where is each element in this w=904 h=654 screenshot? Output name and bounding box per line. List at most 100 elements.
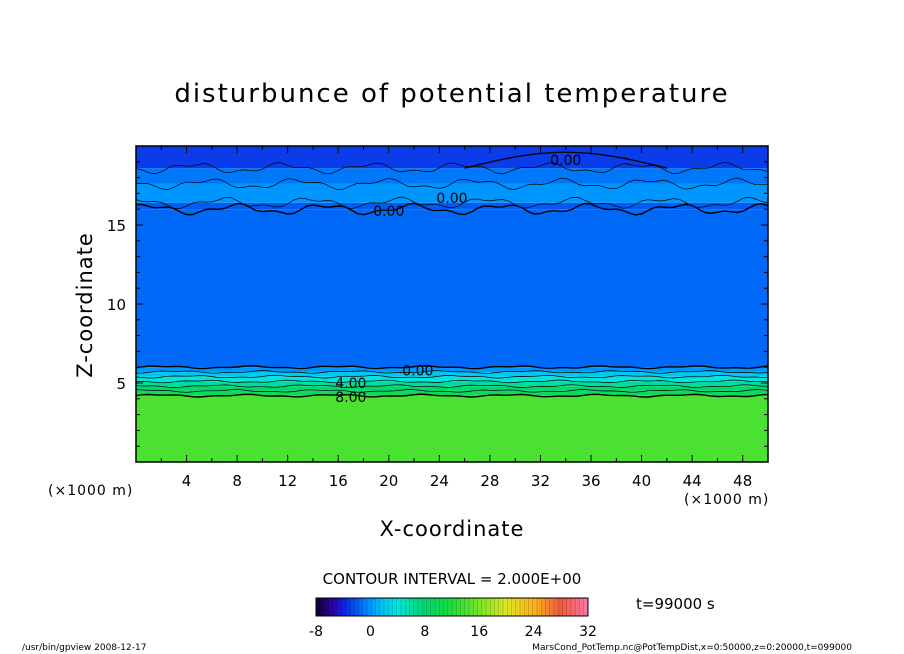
- contour-arch: [464, 151, 668, 169]
- colorbar-cell-8: [350, 598, 355, 616]
- x-axis-ticks: 4 8 12 16 20 24 28 32 36 40 44 48: [160, 146, 769, 490]
- colorbar-cell-59: [566, 598, 572, 616]
- x-axis-label: X-coordinate: [380, 517, 525, 541]
- colorbar-cell-7: [345, 598, 351, 616]
- colorbar-cell-13: [371, 598, 376, 616]
- x-unit-left: (×1000 m): [48, 483, 133, 499]
- colorbar-cell-32: [452, 598, 457, 616]
- heatmap-layer-3: [136, 381, 768, 387]
- colorbar-cell-15: [379, 598, 385, 616]
- colorbar-cell-31: [447, 598, 453, 616]
- colorbar-cell-2: [324, 598, 330, 616]
- colorbar-ticks: -8 0 8 16 24 32: [309, 624, 597, 640]
- colorbar-cell-57: [558, 598, 563, 616]
- x-tick-label-11: 48: [733, 472, 752, 490]
- colorbar-cell-52: [537, 598, 542, 616]
- heatmap-layer-1: [136, 390, 768, 396]
- colorbar-cell-26: [426, 598, 432, 616]
- colorbar-cell-38: [477, 598, 483, 616]
- colorbar-tick-label-5: 32: [579, 624, 597, 640]
- contour-line-0: [136, 393, 768, 398]
- heatmap-layer-6: [136, 367, 768, 372]
- colorbar-cell-37: [473, 598, 478, 616]
- heatmap-layer-10: [136, 168, 768, 184]
- heatmap-layer-5: [136, 371, 768, 377]
- colorbar-cell-18: [392, 598, 398, 616]
- colorbar-cell-6: [341, 598, 347, 616]
- colorbar-cell-49: [524, 598, 529, 616]
- colorbar-cell-16: [384, 598, 389, 616]
- colorbar-cell-0: [316, 598, 321, 616]
- contour-line-10: [136, 161, 768, 175]
- colorbar-cell-45: [507, 598, 512, 616]
- colorbar-cell-41: [490, 598, 495, 616]
- colorbar-cell-48: [520, 598, 525, 616]
- colorbar-tick-label-0: -8: [309, 624, 323, 640]
- contour-labels: 0.00 0.00 0.00 0.00 4.008.00: [335, 153, 581, 406]
- footer-left: /usr/bin/gpview 2008-12-17: [22, 643, 146, 653]
- colorbar-tick-label-2: 8: [420, 624, 429, 640]
- colorbar-cell-27: [430, 598, 436, 616]
- colorbar-strip: [315, 598, 589, 616]
- colorbar-cell-12: [367, 598, 372, 616]
- x-tick-label-3: 16: [329, 472, 348, 490]
- y-axis-label: Z-coordinate: [73, 232, 97, 378]
- contour-line-7: [136, 202, 768, 216]
- contour-line-8: [136, 196, 768, 210]
- contour-line-4: [136, 374, 768, 379]
- colorbar-cell-5: [337, 598, 342, 616]
- colorbar-cell-55: [549, 598, 555, 616]
- colorbar-cell-35: [464, 598, 470, 616]
- heatmap-layer-2: [136, 386, 768, 391]
- colorbar-cell-44: [503, 598, 508, 616]
- colorbar-cell-19: [396, 598, 402, 616]
- colorbar-cell-24: [418, 598, 423, 616]
- colorbar-cell-42: [494, 598, 500, 616]
- colorbar-cell-54: [545, 598, 551, 616]
- contour-label-0: 0.00: [550, 153, 581, 169]
- heatmap-layer-7: [136, 209, 768, 368]
- y-tick-label-0: 5: [116, 375, 126, 393]
- heatmap-layer-11: [136, 146, 768, 169]
- x-tick-label-10: 44: [683, 472, 702, 490]
- colorbar-cell-61: [575, 598, 580, 616]
- heatmap-layer-8: [136, 202, 768, 210]
- colorbar-tick-label-4: 24: [525, 624, 543, 640]
- chart-title: disturbunce of potential temperature: [174, 79, 729, 109]
- x-tick-label-6: 28: [480, 472, 499, 490]
- colorbar-cell-56: [554, 598, 559, 616]
- contour-line-3: [136, 379, 768, 384]
- colorbar-cell-30: [443, 598, 449, 616]
- colorbar-cell-21: [405, 598, 410, 616]
- colorbar-cell-29: [439, 598, 444, 616]
- colorbar-cell-34: [460, 598, 466, 616]
- plot-area: 0.000.000.000.004.008.00 4 8 12 16 20 24 28 32 3…: [107, 145, 769, 490]
- contour-line-2: [136, 384, 768, 388]
- colorbar-cell-4: [333, 598, 338, 616]
- colorbar-tick-label-1: 0: [366, 624, 375, 640]
- heatmap-layer-0: [136, 395, 768, 462]
- colorbar-cell-50: [528, 598, 534, 616]
- colorbar-cell-39: [481, 598, 487, 616]
- colorbar-cell-33: [456, 598, 461, 616]
- x-tick-label-1: 8: [232, 472, 242, 490]
- x-unit-right: (×1000 m): [684, 492, 769, 508]
- time-label: t=99000 s: [636, 595, 715, 613]
- colorbar: -8 0 8 16 24 32: [309, 597, 597, 640]
- colorbar-cell-46: [511, 598, 517, 616]
- x-tick-label-2: 12: [278, 472, 297, 490]
- x-tick-label-8: 36: [581, 472, 600, 490]
- colorbar-cell-40: [486, 598, 491, 616]
- colorbar-frame: [315, 597, 589, 617]
- x-tick-label-0: 4: [182, 472, 192, 490]
- contour-line-9: [136, 177, 768, 191]
- colorbar-cell-25: [422, 598, 427, 616]
- colorbar-cell-9: [354, 598, 359, 616]
- x-tick-label-7: 32: [531, 472, 550, 490]
- contour-line-1: [136, 389, 768, 393]
- colorbar-cell-28: [435, 598, 440, 616]
- colorbar-cell-43: [498, 598, 504, 616]
- colorbar-cell-11: [362, 598, 368, 616]
- contour-label-2: 0.00: [373, 204, 404, 220]
